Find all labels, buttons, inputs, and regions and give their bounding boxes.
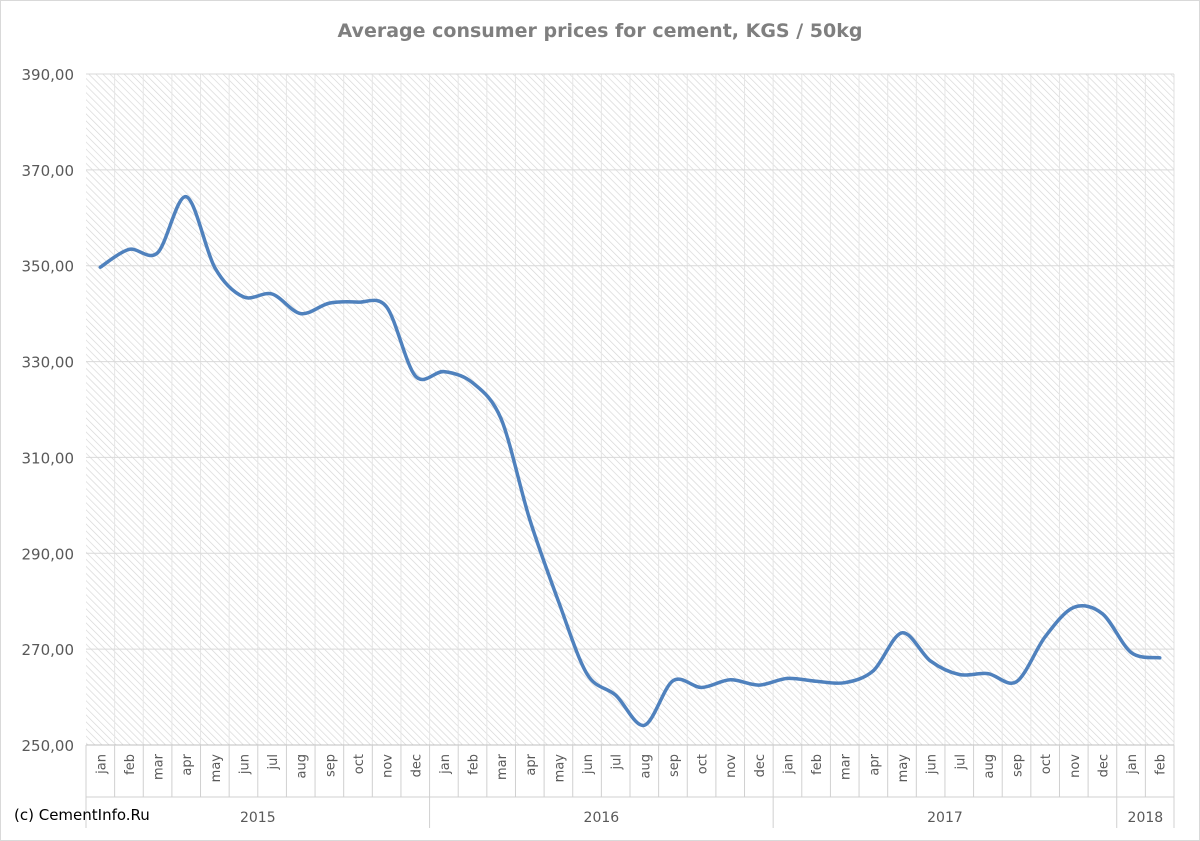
data-point bbox=[127, 247, 131, 251]
x-tick-label: feb bbox=[810, 754, 825, 775]
x-tick-label: aug bbox=[295, 754, 310, 778]
y-tick-label: 390,00 bbox=[22, 66, 75, 84]
x-tick-label: aug bbox=[982, 754, 997, 778]
data-point bbox=[900, 631, 904, 635]
copyright-text: (c) CementInfo.Ru bbox=[14, 806, 150, 824]
year-label: 2015 bbox=[240, 810, 276, 826]
x-tick-label: jul bbox=[953, 754, 968, 770]
data-point bbox=[728, 678, 732, 682]
data-point bbox=[929, 659, 933, 663]
data-point bbox=[614, 693, 618, 697]
year-label: 2017 bbox=[927, 810, 963, 826]
data-point bbox=[642, 723, 646, 727]
data-point bbox=[442, 370, 446, 374]
data-point bbox=[241, 295, 245, 299]
x-tick-label: jul bbox=[610, 754, 625, 770]
x-tick-label: sep bbox=[667, 754, 682, 777]
data-point bbox=[785, 676, 789, 680]
data-point bbox=[270, 292, 274, 296]
y-tick-label: 350,00 bbox=[22, 258, 75, 276]
x-tick-label: may bbox=[896, 754, 911, 783]
y-tick-label: 270,00 bbox=[22, 641, 75, 659]
x-tick-label: nov bbox=[1068, 754, 1083, 778]
data-point bbox=[413, 374, 417, 378]
x-tick-label: jun bbox=[925, 754, 940, 775]
x-tick-label: jan bbox=[94, 754, 109, 775]
x-tick-label: feb bbox=[1154, 754, 1169, 775]
x-tick-label: jan bbox=[1125, 754, 1140, 775]
data-point bbox=[499, 417, 503, 421]
y-tick-label: 370,00 bbox=[22, 162, 75, 180]
x-tick-label: jun bbox=[237, 754, 252, 775]
x-tick-label: apr bbox=[524, 753, 539, 775]
data-point bbox=[871, 669, 875, 673]
x-tick-label: jan bbox=[781, 754, 796, 775]
data-point bbox=[327, 301, 331, 305]
data-point bbox=[814, 679, 818, 683]
x-tick-label: oct bbox=[352, 754, 367, 774]
data-point bbox=[1015, 680, 1019, 684]
x-tick-label: apr bbox=[867, 753, 882, 775]
data-point bbox=[471, 381, 475, 385]
y-tick-label: 330,00 bbox=[22, 354, 75, 372]
x-tick-label: dec bbox=[1096, 754, 1111, 777]
x-tick-label: nov bbox=[381, 754, 396, 778]
data-point bbox=[585, 672, 589, 676]
x-tick-label: jan bbox=[438, 754, 453, 775]
chart-title: Average consumer prices for cement, KGS … bbox=[337, 20, 863, 42]
y-tick-label: 250,00 bbox=[22, 737, 75, 755]
year-label: 2016 bbox=[584, 810, 620, 826]
data-point bbox=[184, 195, 188, 199]
x-tick-label: mar bbox=[152, 753, 167, 780]
data-point bbox=[356, 300, 360, 304]
x-tick-label: dec bbox=[753, 754, 768, 777]
data-point bbox=[213, 266, 217, 270]
data-point bbox=[986, 672, 990, 676]
x-tick-label: jun bbox=[581, 754, 596, 775]
data-point bbox=[556, 599, 560, 603]
data-point bbox=[843, 681, 847, 685]
data-point bbox=[671, 679, 675, 683]
x-tick-label: apr bbox=[180, 753, 195, 775]
data-point bbox=[98, 265, 102, 269]
data-point bbox=[1129, 650, 1133, 654]
x-tick-label: oct bbox=[1039, 754, 1054, 774]
x-tick-label: oct bbox=[696, 754, 711, 774]
data-point bbox=[1072, 605, 1076, 609]
y-tick-label: 310,00 bbox=[22, 449, 75, 467]
x-tick-label: feb bbox=[123, 754, 138, 775]
x-tick-label: jul bbox=[266, 754, 281, 770]
x-tick-label: mar bbox=[839, 753, 854, 780]
data-point bbox=[700, 685, 704, 689]
data-point bbox=[385, 305, 389, 309]
y-tick-label: 290,00 bbox=[22, 545, 75, 563]
x-tick-label: sep bbox=[323, 754, 338, 777]
data-point bbox=[156, 251, 160, 255]
x-tick-label: feb bbox=[467, 754, 482, 775]
x-tick-label: may bbox=[209, 754, 224, 783]
year-label: 2018 bbox=[1128, 810, 1164, 826]
x-tick-label: aug bbox=[638, 754, 653, 778]
x-tick-label: nov bbox=[724, 754, 739, 778]
data-point bbox=[1100, 612, 1104, 616]
data-point bbox=[1158, 656, 1162, 660]
data-point bbox=[957, 673, 961, 677]
data-point bbox=[1043, 635, 1047, 639]
data-point bbox=[757, 683, 761, 687]
x-tick-label: mar bbox=[495, 753, 510, 780]
x-tick-label: may bbox=[552, 754, 567, 783]
x-tick-label: dec bbox=[409, 754, 424, 777]
x-tick-label: sep bbox=[1011, 754, 1026, 777]
data-point bbox=[528, 518, 532, 522]
data-point bbox=[299, 312, 303, 316]
